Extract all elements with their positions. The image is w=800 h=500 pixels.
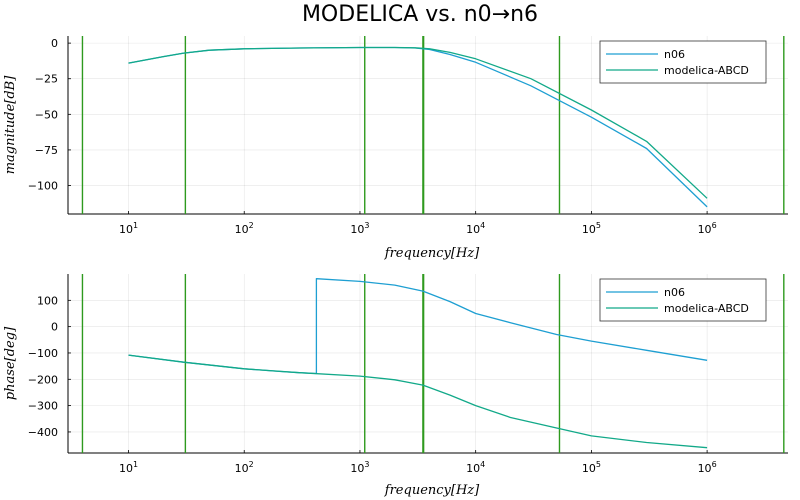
x-tick-label: 102: [235, 460, 254, 475]
x-tick-label: 103: [350, 460, 369, 475]
y-tick-label: −75: [35, 144, 58, 157]
legend: n06 modelica-ABCD: [599, 40, 767, 84]
series-line-modelica-abcd: [128, 354, 708, 449]
x-tick-label: 101: [119, 460, 138, 475]
panel-1: 101 102 103 104 105 106 0 −25 −50 −75 −100 frequenc…: [3, 36, 788, 261]
y-tick-label: −100: [28, 347, 58, 360]
x-tick-label: 102: [235, 221, 254, 236]
panel-2: 101 102 103 104 105 106 100 0 −100 −200 −300 −400 fr…: [3, 274, 788, 498]
x-tick-label: 103: [350, 221, 369, 236]
x-tick-label: 104: [466, 460, 485, 475]
y-tick-label: −300: [28, 400, 58, 413]
y-tick-label: −100: [28, 180, 58, 193]
y-tick-label: −400: [28, 426, 58, 439]
y-axis-label: phase[deg]: [3, 326, 18, 400]
y-axis-label: magnitude[dB]: [3, 75, 18, 174]
legend: n06 modelica-ABCD: [599, 278, 767, 322]
y-tick-label: 0: [51, 321, 58, 334]
y-tick-label: −25: [35, 73, 58, 86]
series-line-modelica-abcd: [128, 46, 708, 199]
chart-title: MODELICA vs. n0→n6: [302, 2, 538, 27]
legend-entry: modelica-ABCD: [664, 302, 749, 315]
legend-entry: modelica-ABCD: [664, 64, 749, 77]
x-tick-label: 105: [582, 460, 601, 475]
x-tick-label: 106: [698, 460, 717, 475]
y-tick-label: −50: [35, 108, 58, 121]
x-axis-label: frequency[Hz]: [384, 246, 480, 261]
y-tick-label: 0: [51, 37, 58, 50]
legend-entry: n06: [664, 286, 685, 299]
x-tick-label: 105: [582, 221, 601, 236]
legend-box: [599, 40, 767, 84]
y-tick-label: 100: [37, 294, 58, 307]
x-tick-label: 101: [119, 221, 138, 236]
y-tick-label: −200: [28, 373, 58, 386]
x-tick-label: 106: [698, 221, 717, 236]
legend-entry: n06: [664, 48, 685, 61]
x-tick-label: 104: [466, 221, 485, 236]
legend-box: [599, 278, 767, 322]
x-axis-label: frequency[Hz]: [384, 483, 480, 498]
